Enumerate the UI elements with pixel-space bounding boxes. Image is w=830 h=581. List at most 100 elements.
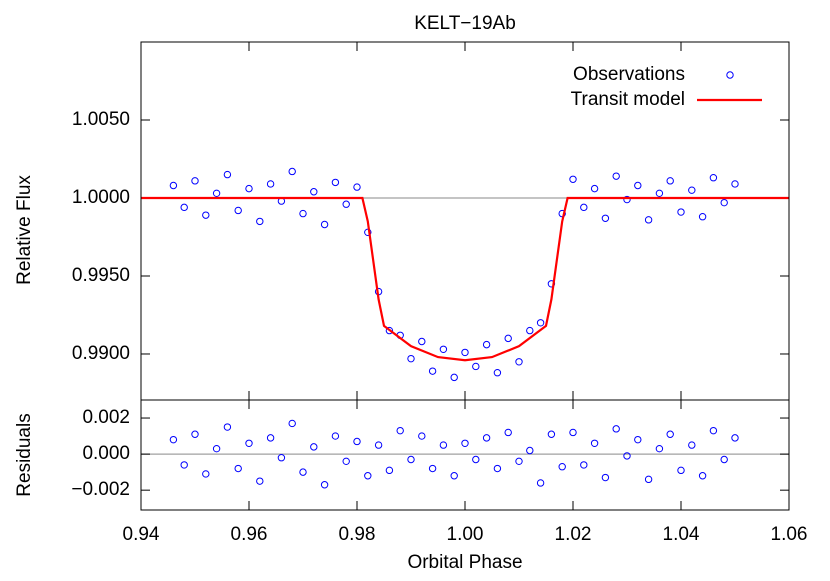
data-point (331, 432, 340, 440)
data-point (439, 441, 448, 449)
data-point (299, 468, 307, 476)
x-tick-label: 0.98 (339, 524, 376, 545)
data-point (191, 177, 199, 185)
model-line (141, 196, 789, 362)
data-point (504, 334, 512, 343)
data-point (644, 475, 653, 484)
plot-frame (140, 41, 790, 401)
data-point (180, 203, 188, 212)
plot-frame (140, 399, 790, 511)
data-point (526, 446, 534, 455)
data-point (590, 439, 599, 447)
data-point (493, 369, 502, 377)
data-point (385, 326, 394, 335)
y-tick-label: −0.002 (71, 479, 130, 500)
data-point (245, 184, 253, 193)
data-point (180, 461, 188, 469)
x-tick-label: 0.96 (231, 524, 268, 545)
legend-label: Observations (573, 64, 685, 85)
data-point (191, 430, 199, 438)
data-point (202, 211, 210, 219)
data-point (472, 362, 480, 371)
legend-label: Transit model (571, 89, 685, 110)
data-point (256, 217, 264, 226)
y-tick-label: 0.002 (82, 407, 130, 428)
data-point (169, 181, 178, 190)
data-point (223, 423, 232, 431)
y-axis-label: Relative Flux (14, 175, 35, 285)
y-tick-label: 1.0000 (72, 187, 130, 208)
data-point (612, 425, 620, 433)
data-point (720, 198, 728, 207)
data-point (612, 172, 620, 180)
data-point (515, 457, 523, 466)
data-point (212, 189, 221, 198)
data-point (407, 354, 415, 363)
data-point (428, 464, 437, 473)
data-point (677, 208, 685, 216)
data-point (493, 464, 502, 473)
data-point (364, 472, 372, 480)
data-point (461, 439, 469, 447)
data-point (234, 464, 242, 473)
data-point (418, 337, 426, 346)
data-point (515, 358, 523, 366)
x-tick-label: 1.04 (663, 524, 700, 545)
data-point (202, 470, 210, 478)
data-point (558, 463, 566, 471)
data-point (310, 188, 318, 196)
data-point (709, 174, 718, 182)
data-point (385, 466, 394, 475)
data-point (720, 455, 728, 464)
data-point (601, 473, 610, 482)
data-point (536, 479, 545, 487)
x-axis-label: Orbital Phase (407, 552, 522, 573)
x-tick-label: 0.94 (123, 524, 160, 545)
data-point (299, 209, 307, 218)
data-point (342, 457, 350, 466)
data-point (234, 206, 242, 215)
data-point (310, 443, 318, 451)
y-tick-label: 0.000 (82, 443, 130, 464)
x-tick-label: 1.00 (447, 524, 484, 545)
data-point (698, 472, 707, 480)
y-axis-label: Residuals (14, 413, 35, 496)
data-point (536, 319, 545, 327)
data-point (472, 455, 480, 464)
data-point (450, 373, 458, 382)
data-point (256, 477, 264, 485)
data-point (288, 167, 296, 176)
data-point (590, 184, 599, 193)
data-point (461, 348, 469, 357)
data-point (688, 186, 696, 194)
data-point (277, 454, 286, 462)
data-point (666, 177, 674, 185)
data-point (353, 437, 361, 446)
data-point (342, 200, 350, 208)
data-point (245, 439, 253, 447)
x-tick-label: 1.02 (555, 524, 592, 545)
data-point (320, 481, 329, 489)
y-tick-label: 0.9950 (72, 265, 130, 286)
data-point (482, 434, 491, 442)
data-point (288, 419, 296, 428)
data-point (439, 345, 448, 354)
data-point (634, 435, 642, 444)
data-point (320, 220, 329, 229)
data-point (666, 430, 674, 438)
data-point (655, 444, 664, 453)
data-point (547, 430, 556, 438)
data-point (374, 441, 383, 449)
data-point (731, 180, 739, 188)
data-point (418, 432, 426, 440)
data-point (482, 340, 491, 349)
x-tick-label: 1.06 (771, 524, 808, 545)
data-point (677, 466, 685, 475)
chart-title: KELT−19Ab (414, 13, 516, 34)
data-point (353, 183, 361, 191)
data-point (428, 367, 437, 375)
data-point (601, 214, 610, 222)
data-point (731, 434, 739, 442)
data-point (698, 213, 707, 221)
